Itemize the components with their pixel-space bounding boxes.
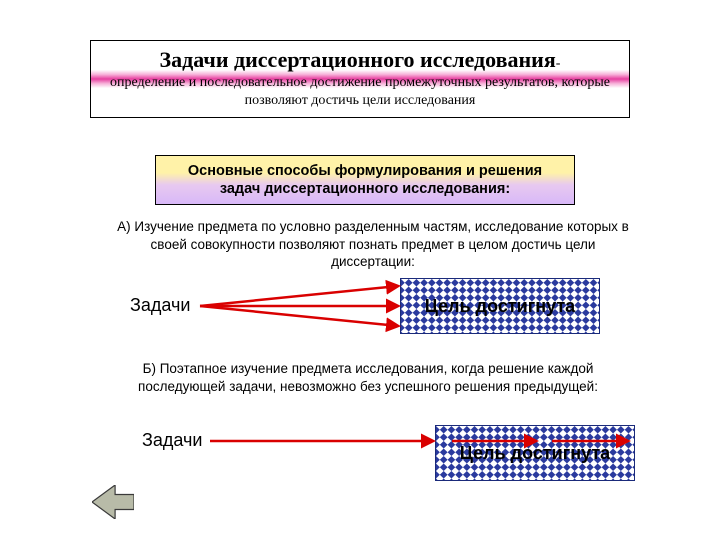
paragraph-b: Б) Поэтапное изучение предмета исследова… (108, 360, 628, 395)
paragraph-a: А) Изучение предмета по условно разделен… (113, 218, 633, 271)
goal-text-b: Цель достигнута (436, 443, 634, 464)
label-tasks-a: Задачи (130, 295, 190, 316)
goal-text-a: Цель достигнута (401, 296, 599, 317)
back-button[interactable] (92, 485, 134, 519)
goal-box-a: Цель достигнута (400, 278, 600, 334)
label-tasks-b: Задачи (142, 430, 202, 451)
title-box: Задачи диссертационного исследования- оп… (90, 40, 630, 118)
title-main: Задачи диссертационного исследования- (101, 47, 619, 72)
title-sub: определение и последовательное достижени… (101, 74, 619, 109)
title-dash: - (556, 56, 561, 71)
title-main-text: Задачи диссертационного исследования (160, 47, 556, 72)
goal-box-b: Цель достигнута (435, 425, 635, 481)
sub-box: Основные способы формулирования и решени… (155, 155, 575, 205)
